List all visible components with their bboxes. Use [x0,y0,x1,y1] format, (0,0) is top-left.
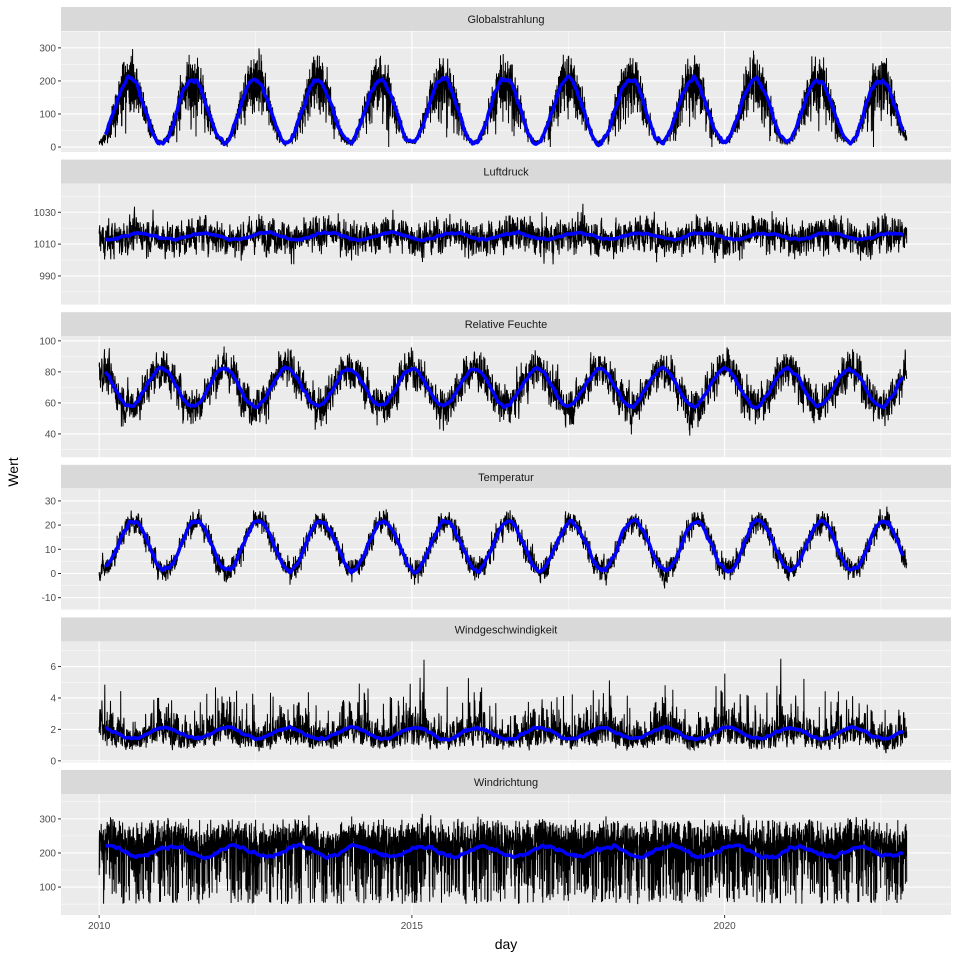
panel-background [61,641,951,763]
y-tick-label: 2 [50,725,56,736]
y-tick-label: 10 [45,545,57,556]
y-tick-label: 1030 [34,208,57,219]
x-tick-label: 2010 [88,921,111,932]
y-tick-label: 0 [50,756,56,767]
y-tick-label: 200 [39,848,56,859]
y-tick-label: 30 [45,496,57,507]
y-tick-label: 300 [39,814,56,825]
y-tick-label: 4 [50,693,56,704]
smoothed-series-line [104,724,905,742]
facet-strip [61,159,951,184]
x-axis-title: day [495,936,518,952]
smoothed-series-line [104,842,904,861]
smoothed-series-line [104,230,904,243]
y-axis-title: Wert [5,457,21,486]
y-tick-label: 60 [45,398,57,409]
facet-strip [61,7,951,31]
facet-strip-label: Luftdruck [483,167,529,179]
facet-strip-label: Relative Feuchte [465,319,548,331]
facet-strip-label: Windrichtung [474,777,538,789]
y-tick-label: 990 [39,271,56,282]
facet-windgeschwindigkeit: Windgeschwindigkeit 0 2 4 6 [50,617,951,767]
y-tick-label: 0 [50,569,56,580]
y-tick-label: 100 [39,109,56,120]
raw-series-line [98,813,908,905]
facet-temperatur: Temperatur -10 0 10 20 30 [42,464,951,611]
x-tick-label: 2020 [713,921,736,932]
y-tick-label: 40 [45,429,57,440]
smoothed-series-line [103,74,905,148]
y-tick-label: -10 [42,593,57,604]
facet-globalstrahlung: Globalstrahlung 0 100 200 300 [39,7,951,154]
facet-strip [61,312,951,337]
facet-strip [61,617,951,642]
facet-strip-label: Windgeschwindigkeit [455,624,558,636]
raw-series-line [98,658,908,754]
x-tick-label: 2015 [401,921,424,932]
facet-strip [61,770,951,794]
y-tick-label: 0 [50,143,56,154]
y-tick-label: 1010 [34,240,57,251]
y-tick-label: 20 [45,521,57,532]
facet-strip-label: Globalstrahlung [467,14,544,26]
y-tick-label: 100 [39,336,56,347]
smoothed-series-line [104,517,905,575]
y-tick-label: 300 [39,43,56,54]
facet-strip-label: Temperatur [478,472,534,484]
y-tick-label: 100 [39,883,56,894]
facet-windrichtung: Windrichtung 100 200 300 [39,770,951,915]
smoothed-series-line [103,365,905,410]
facet-strip [61,464,951,489]
facet-luftdruck: Luftdruck 990 1010 1030 [34,159,951,305]
facet-relative-feuchte: Relative Feuchte 40 60 80 100 [39,312,951,458]
y-tick-label: 200 [39,76,56,87]
y-tick-label: 6 [50,662,56,673]
y-tick-label: 80 [45,367,57,378]
